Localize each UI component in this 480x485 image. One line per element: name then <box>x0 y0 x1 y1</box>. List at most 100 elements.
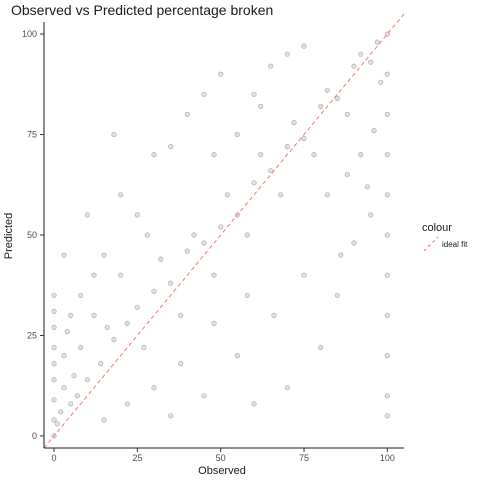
data-point <box>278 192 284 198</box>
data-point <box>124 401 130 407</box>
legend-entry-ideal-fit: ideal fit <box>442 240 468 249</box>
data-point <box>358 152 364 158</box>
data-point <box>384 232 390 238</box>
data-point <box>201 240 207 246</box>
data-point <box>118 272 124 278</box>
data-point <box>141 344 147 351</box>
data-point <box>364 184 370 190</box>
y-tick-label: 25 <box>27 330 37 340</box>
data-point <box>51 324 57 331</box>
data-point <box>51 377 57 383</box>
data-point <box>71 373 77 379</box>
data-point <box>218 71 224 77</box>
data-point <box>118 192 124 198</box>
data-point <box>334 95 340 101</box>
x-tick-label: 0 <box>51 453 56 463</box>
data-point <box>101 417 107 423</box>
data-point <box>74 393 80 399</box>
data-point <box>51 361 57 367</box>
data-point <box>258 103 264 109</box>
data-point <box>51 397 57 403</box>
data-point <box>168 280 174 286</box>
data-point <box>358 51 364 57</box>
data-point <box>78 292 84 298</box>
data-point <box>301 135 307 142</box>
data-point <box>111 336 117 343</box>
data-point <box>111 131 117 138</box>
data-point <box>168 413 174 419</box>
data-point <box>151 385 157 391</box>
x-tick-label: 25 <box>132 453 142 463</box>
data-point <box>258 152 264 158</box>
data-point <box>51 344 57 351</box>
data-point <box>201 91 207 97</box>
data-point <box>61 252 67 258</box>
data-point <box>268 168 274 174</box>
data-point <box>168 144 174 150</box>
data-point <box>51 292 57 298</box>
data-point <box>374 39 380 45</box>
data-point <box>211 320 217 327</box>
data-point <box>384 353 390 359</box>
data-point <box>318 103 324 109</box>
data-point <box>311 152 317 158</box>
data-point <box>84 377 90 383</box>
chart-title: Observed vs Predicted percentage broken <box>11 2 274 18</box>
y-axis-label: Predicted <box>3 213 15 259</box>
data-point <box>378 79 384 85</box>
data-point <box>201 393 207 399</box>
data-point <box>98 361 104 367</box>
x-tick-label: 100 <box>380 453 395 463</box>
data-point <box>104 324 110 331</box>
data-point <box>384 111 390 117</box>
data-point <box>384 152 390 158</box>
data-point <box>384 71 390 77</box>
data-point <box>351 240 357 246</box>
data-point <box>334 292 340 298</box>
data-point <box>368 59 374 65</box>
y-tick-label: 50 <box>27 230 37 240</box>
data-point <box>184 248 190 254</box>
data-point <box>144 232 150 238</box>
data-point <box>344 172 350 178</box>
data-point <box>51 308 57 315</box>
data-point <box>134 212 140 218</box>
y-tick-label: 75 <box>27 130 37 140</box>
data-point <box>234 353 240 359</box>
data-point <box>218 224 224 230</box>
data-point <box>251 401 257 407</box>
data-point <box>234 131 240 138</box>
data-point <box>384 192 390 198</box>
data-point <box>184 111 190 117</box>
data-point <box>324 192 330 198</box>
data-point <box>344 111 350 117</box>
legend-key-ideal-fit-line <box>423 236 439 252</box>
data-point <box>291 119 297 126</box>
data-point <box>251 180 257 186</box>
data-point <box>301 272 307 278</box>
data-point <box>211 272 217 278</box>
data-point <box>61 385 67 391</box>
data-point <box>351 63 357 69</box>
data-point <box>178 312 184 319</box>
data-point <box>271 312 277 319</box>
data-point <box>68 401 74 407</box>
data-point <box>324 87 330 93</box>
data-point <box>78 344 84 351</box>
x-tick-label: 75 <box>299 453 309 463</box>
data-point <box>338 252 344 258</box>
data-point <box>368 212 374 218</box>
data-point <box>101 252 107 258</box>
data-points-layer <box>51 31 390 439</box>
data-point <box>251 91 257 97</box>
data-point <box>318 344 324 351</box>
data-point <box>211 152 217 158</box>
reference-line-layer <box>43 13 405 449</box>
data-point <box>284 51 290 57</box>
data-point <box>284 385 290 391</box>
ideal-fit-line <box>43 13 405 449</box>
data-point <box>244 232 250 238</box>
data-point <box>191 232 197 238</box>
